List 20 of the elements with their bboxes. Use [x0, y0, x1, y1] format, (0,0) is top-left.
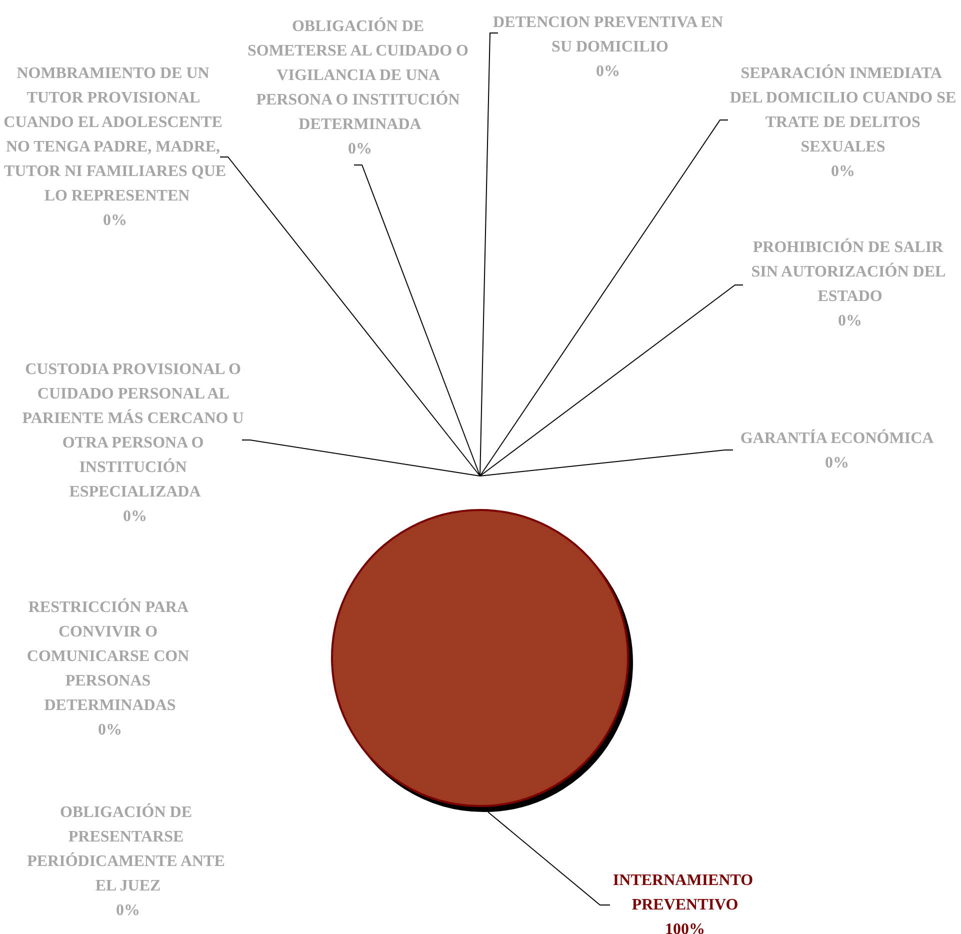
text: 0% — [348, 140, 372, 158]
text: 0% — [596, 62, 620, 80]
category-label: NOMBRAMIENTO DE UN TUTOR PROVISIONAL CUANDO EL ADOLESCENTE NO TENGA PADRE, MADRE, TUTOR NI FAMILIARES QUE LO REPRESENTEN — [4, 64, 226, 204]
text: 0% — [116, 902, 140, 919]
text: 0% — [103, 212, 127, 229]
category-label: PROHIBICIÓN DE SALIR SIN AUTORIZACIÓN DEL ESTADO — [751, 238, 945, 305]
category-label: SEPARACIÓN INMEDIATA DEL DOMICILIO CUANDO SE TRATE DE DELITOS SEXUALES — [730, 64, 956, 156]
category-label: OBLIGACIÓN DE SOMETERSE AL CUIDADO O VIGILANCIA DE UNA PERSONA O INSTITUCIÓN DETERMINADA — [248, 18, 468, 133]
text: 0% — [98, 721, 122, 738]
category-label: OBLIGACIÓN DE PRESENTARSE PERIÓDICAMENTE ANTE EL JUEZ — [27, 804, 225, 894]
text: 0% — [123, 508, 147, 525]
text: 0% — [831, 162, 855, 180]
category-label: CUSTODIA PROVISIONAL O CUIDADO PERSONAL AL PARIENTE MÁS CERCANO U OTRA PERSONA O INSTITUCIÓN ESPECIALIZADA — [22, 360, 244, 500]
text: 0% — [838, 312, 862, 330]
category-label: DETENCION PREVENTIVA EN SU DOMICILIO — [493, 14, 723, 56]
data-label: 100% — [665, 920, 705, 934]
category-label: RESTRICCIÓN PARA CONVIVIR O COMUNICARSE CON PERSONAS DETERMINADAS — [26, 598, 190, 714]
category-label: GARANTÍA ECONÓMICA — [740, 430, 934, 447]
text: 0% — [825, 454, 849, 472]
slice-label: INTERNAMIENTO PREVENTIVO — [612, 872, 758, 914]
